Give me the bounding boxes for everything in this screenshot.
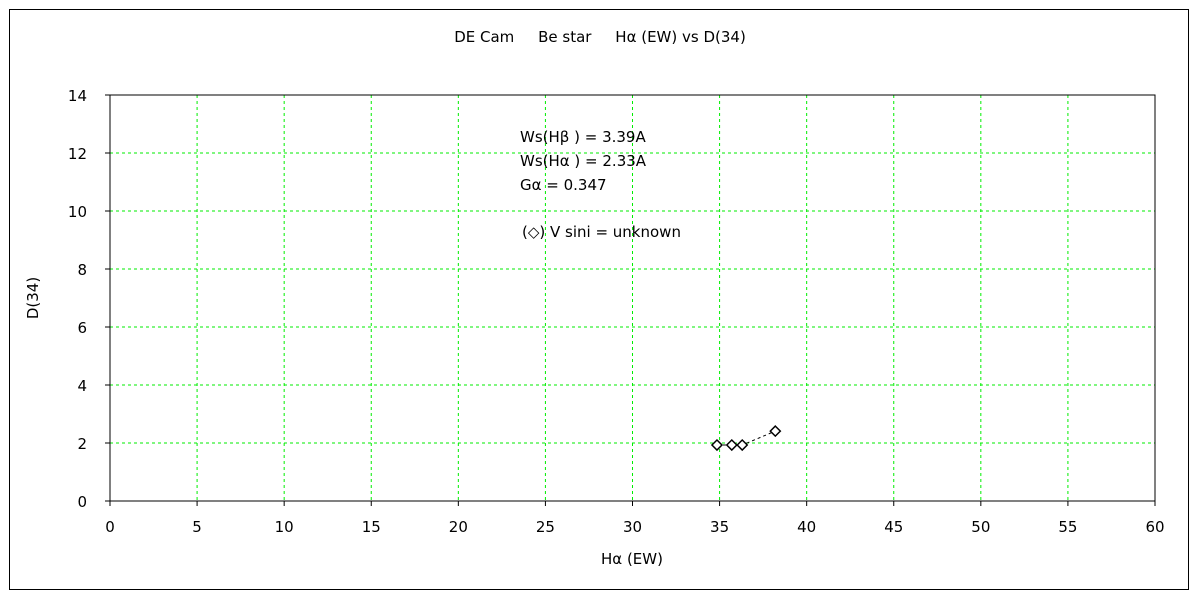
data-point xyxy=(736,438,749,452)
y-tick-label: 0 xyxy=(77,493,87,511)
x-tick-label: 55 xyxy=(1058,518,1077,536)
x-tick-label: 15 xyxy=(362,518,381,536)
annotation-ws-halpha: Ws(Hα ) = 2.33A xyxy=(520,152,647,170)
chart-frame xyxy=(9,9,1189,590)
x-axis-label: Hα (EW) xyxy=(601,550,663,568)
annotation-ws-hbeta: Ws(Hβ ) = 3.39A xyxy=(520,128,646,146)
annotation-vsini: (◇) V sini = unknown xyxy=(522,223,681,241)
y-tick-label: 8 xyxy=(77,261,87,279)
x-tick-label: 10 xyxy=(275,518,294,536)
x-tick-label: 40 xyxy=(797,518,816,536)
x-tick-label: 0 xyxy=(105,518,115,536)
x-tick-label: 5 xyxy=(192,518,202,536)
y-axis-label: D(34) xyxy=(24,277,42,319)
y-tick-label: 14 xyxy=(68,87,87,105)
x-tick-label: 35 xyxy=(710,518,729,536)
y-tick-label: 12 xyxy=(68,145,87,163)
y-tick-label: 6 xyxy=(77,319,87,337)
x-tick-label: 45 xyxy=(884,518,903,536)
x-tick-label: 50 xyxy=(971,518,990,536)
x-tick-label: 30 xyxy=(623,518,642,536)
x-tick-label: 60 xyxy=(1145,518,1164,536)
data-point xyxy=(769,425,782,438)
y-tick-label: 4 xyxy=(77,377,87,395)
data-point xyxy=(725,438,738,452)
chart-title: DE Cam Be star Hα (EW) vs D(34) xyxy=(454,28,746,46)
y-tick-label: 2 xyxy=(77,435,87,453)
y-tick-label: 10 xyxy=(68,203,87,221)
data-point xyxy=(710,438,724,452)
x-tick-label: 20 xyxy=(449,518,468,536)
annotation-g-alpha: Gα = 0.347 xyxy=(520,176,607,194)
x-tick-label: 25 xyxy=(536,518,555,536)
